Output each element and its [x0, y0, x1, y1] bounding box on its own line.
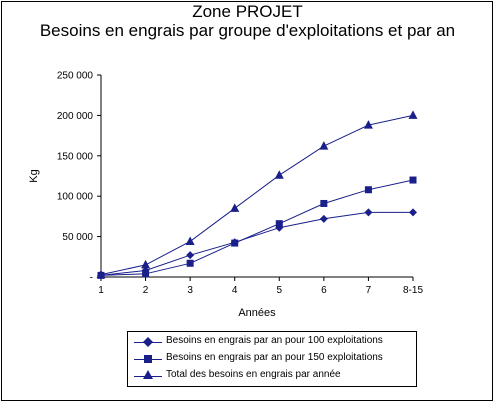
y-tick-label: 100 000: [57, 192, 94, 203]
x-tick-label: 7: [366, 285, 372, 296]
y-tick-label: 50 000: [62, 232, 93, 243]
data-point-square: [142, 270, 150, 278]
legend-item-150-exploitations: Besoins en engrais par an pour 150 explo…: [128, 351, 418, 367]
triangle-marker-icon: [143, 370, 153, 379]
data-point-triangle: [96, 269, 106, 279]
data-point-square: [231, 239, 239, 247]
y-axis-label: Kg: [28, 169, 40, 182]
y-tick-label: -: [90, 273, 93, 284]
data-point-square: [320, 199, 328, 207]
chart-title: Zone PROJET: [192, 2, 303, 21]
data-point-diamond: [409, 208, 417, 217]
data-point-square: [275, 220, 283, 228]
data-point-triangle: [185, 236, 195, 245]
data-point-triangle: [274, 170, 284, 179]
legend-label: Besoins en engrais par an pour 100 explo…: [166, 335, 383, 346]
data-point-triangle: [408, 110, 418, 119]
data-point-diamond: [364, 208, 373, 217]
legend-label: Total des besoins en engrais par année: [166, 369, 341, 380]
data-point-triangle: [363, 120, 373, 129]
legend: Besoins en engrais par an pour 100 explo…: [127, 331, 417, 387]
x-tick-label: 2: [143, 285, 149, 296]
legend-item-100-exploitations: Besoins en engrais par an pour 100 explo…: [128, 334, 418, 350]
data-point-diamond: [319, 214, 328, 223]
x-tick-label: 6: [321, 285, 327, 296]
y-tick-label: 200 000: [57, 111, 94, 122]
x-tick-label: 1: [98, 285, 104, 296]
series-line-square: [100, 179, 414, 276]
legend-item-total: Total des besoins en engrais par année: [128, 368, 418, 384]
data-point-square: [364, 186, 372, 194]
x-tick-label: 4: [232, 285, 238, 296]
x-tick-label: 8-15: [403, 285, 423, 296]
y-tick-label: 250 000: [57, 71, 94, 82]
legend-label: Besoins en engrais par an pour 150 explo…: [166, 352, 383, 363]
data-point-triangle: [319, 141, 329, 150]
data-point-triangle: [141, 259, 151, 269]
y-tick-label: 150 000: [57, 151, 94, 162]
x-tick-label: 3: [187, 285, 193, 296]
data-point-triangle: [230, 203, 240, 212]
data-point-square: [409, 176, 417, 184]
square-marker-icon: [144, 355, 152, 363]
diamond-marker-icon: [143, 337, 153, 347]
series-line-triangle: [100, 114, 414, 276]
data-point-diamond: [186, 251, 195, 260]
x-axis-label: Années: [238, 307, 276, 319]
series-line-diamond: [100, 211, 413, 276]
chart-subtitle: Besoins en engrais par groupe d'exploita…: [39, 21, 456, 40]
data-point-square: [186, 259, 194, 267]
x-tick-label: 5: [277, 285, 283, 296]
